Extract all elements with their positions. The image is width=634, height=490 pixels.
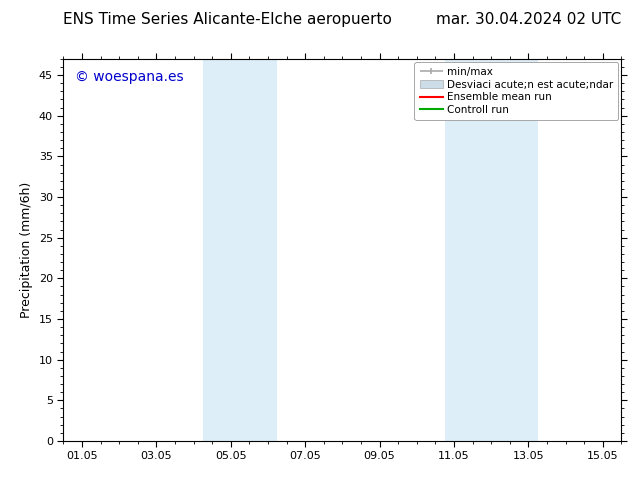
Text: © woespana.es: © woespana.es [75,70,183,84]
Bar [444,59,538,441]
Y-axis label: Precipitation (mm/6h): Precipitation (mm/6h) [20,182,34,318]
Text: ENS Time Series Alicante-Elche aeropuerto: ENS Time Series Alicante-Elche aeropuert… [63,12,392,27]
Bar [203,59,277,441]
Text: mar. 30.04.2024 02 UTC: mar. 30.04.2024 02 UTC [436,12,621,27]
Legend: min/max, Desviaci acute;n est acute;ndar, Ensemble mean run, Controll run: min/max, Desviaci acute;n est acute;ndar… [415,62,618,120]
